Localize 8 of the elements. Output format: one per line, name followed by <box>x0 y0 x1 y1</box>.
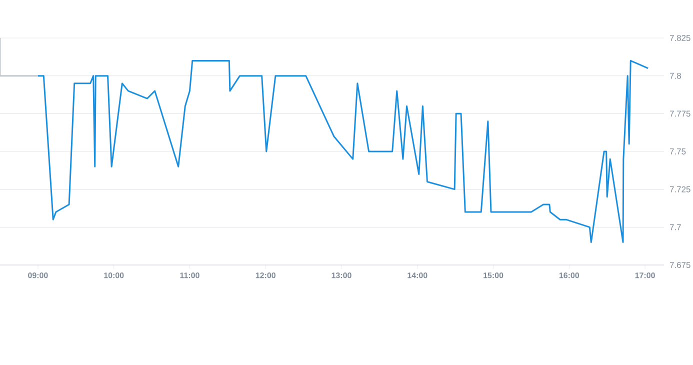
y-tick-label: 7.75 <box>670 148 686 154</box>
y-tick-label: 7.7 <box>670 224 681 230</box>
y-tick-label: 7.775 <box>670 110 690 117</box>
y-tick-label: 7.675 <box>670 262 690 268</box>
line-series <box>37 60 649 244</box>
y-tick-label: 7.8 <box>670 72 681 79</box>
y-tick-label: 7.725 <box>670 186 690 192</box>
y-tick-label: 7.825 <box>670 35 690 41</box>
